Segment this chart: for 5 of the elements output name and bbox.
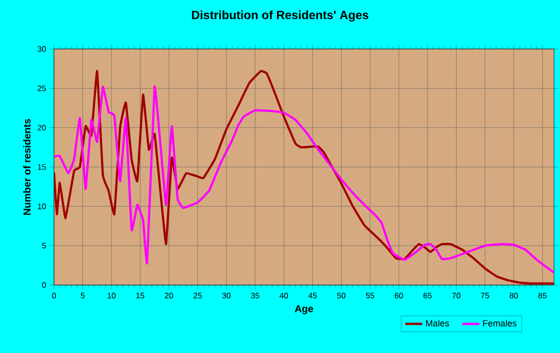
legend-label: Males xyxy=(426,320,449,326)
x-axis-title: Age xyxy=(294,305,314,314)
chart-title: Distribution of Residents' Ages xyxy=(192,10,368,22)
y-axis-title: Number of residents xyxy=(23,118,31,215)
legend-label: Females xyxy=(483,320,516,326)
